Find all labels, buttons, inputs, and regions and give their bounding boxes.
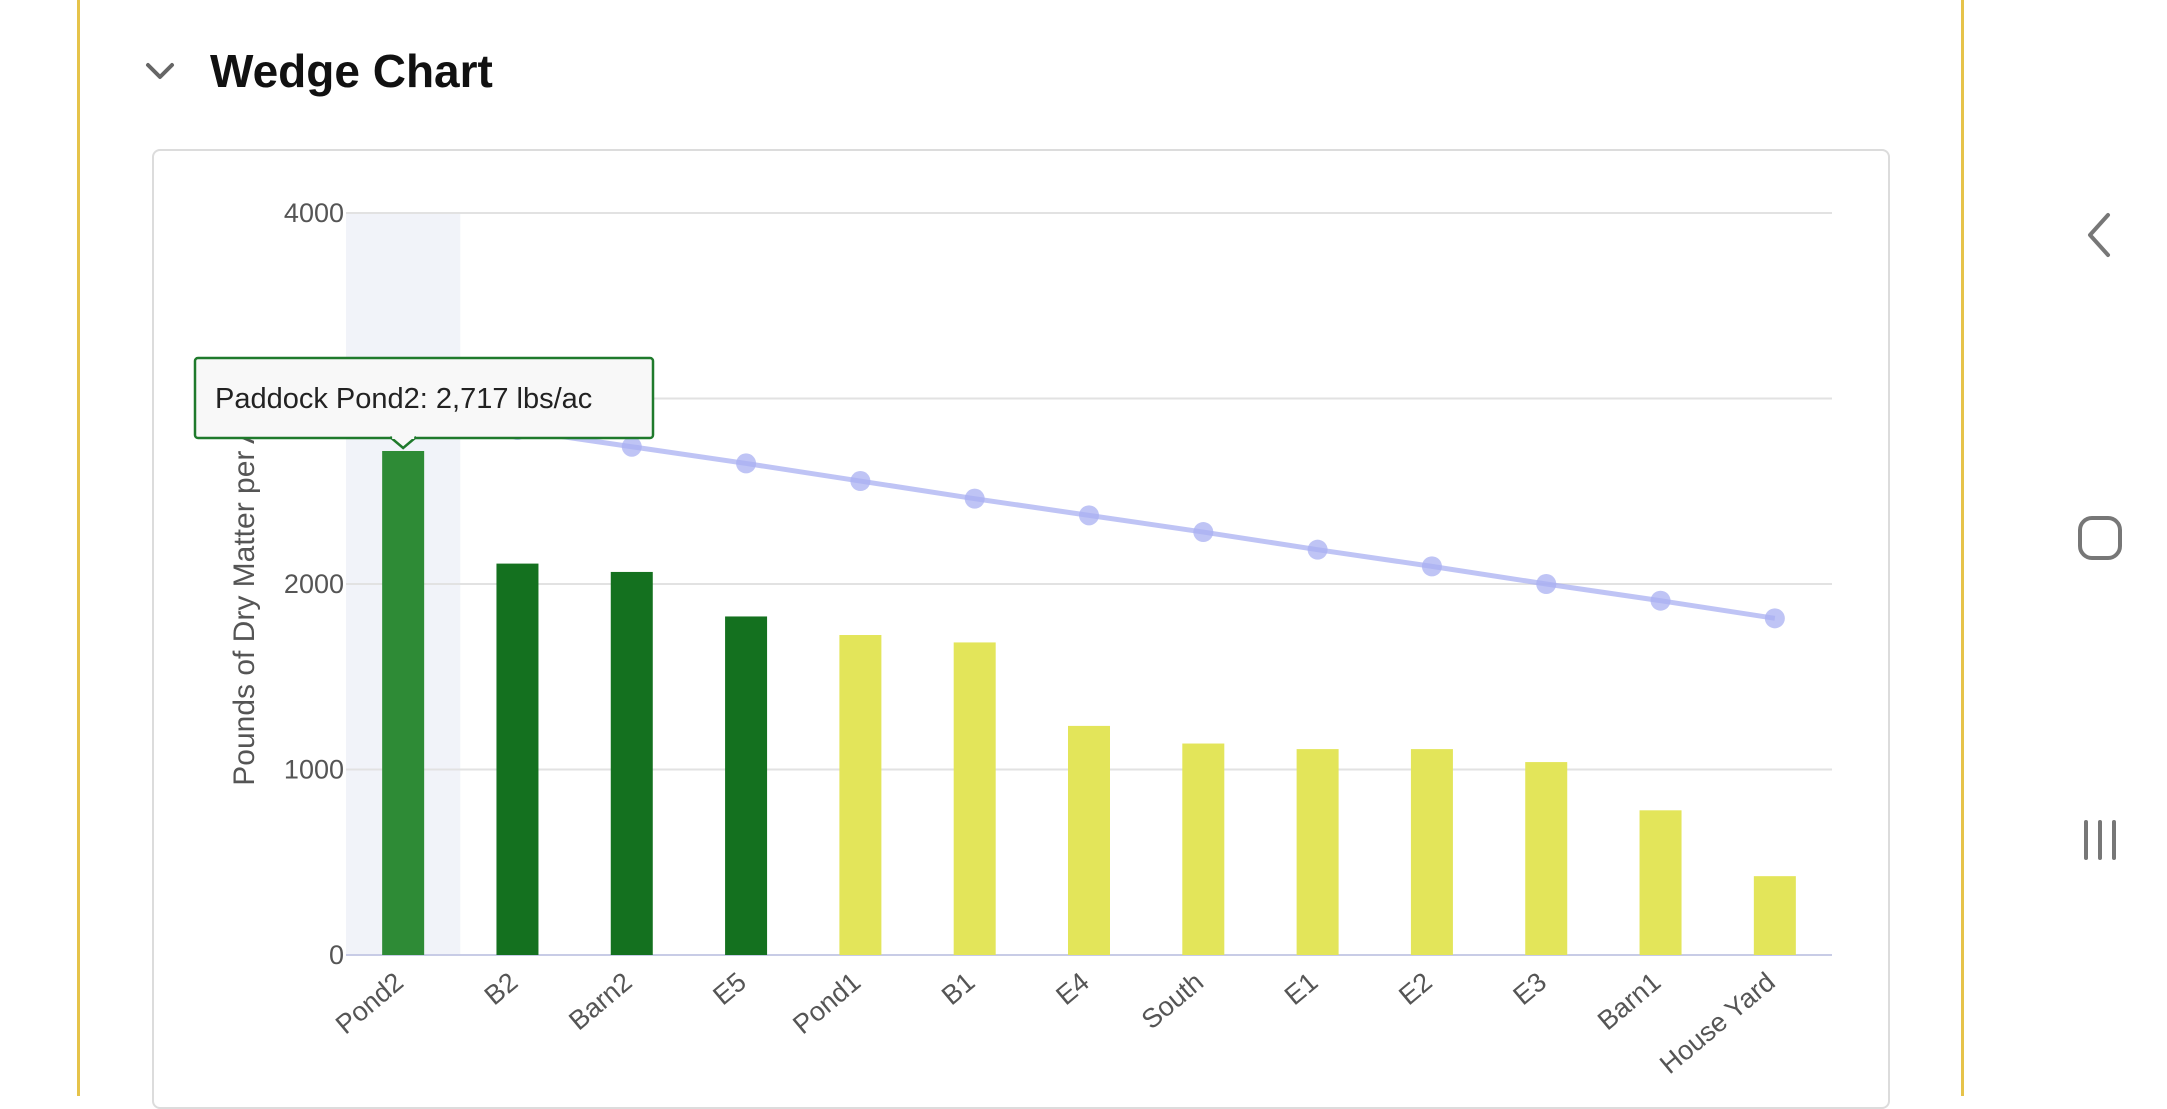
tooltip-text: Paddock Pond2: 2,717 lbs/ac [215,383,592,415]
trend-point [621,436,642,457]
bar [953,642,996,955]
trend-point [850,471,871,492]
y-axis-label: Pounds of Dry Matter per Acre [228,382,261,786]
trend-point [1079,505,1099,526]
x-tick-label: House Yard [1654,967,1781,1080]
bar [610,571,653,955]
trend-point [1307,539,1328,560]
y-tick-label: 4000 [284,198,344,228]
x-tick-label: E4 [1050,967,1095,1011]
bar [1068,725,1110,955]
chevron-down-icon[interactable] [140,51,180,91]
bar [1525,762,1568,955]
bar [496,563,539,955]
bar [1296,749,1339,955]
bar [1410,749,1453,955]
x-tick-label: E3 [1508,967,1553,1011]
trend-point [1421,556,1442,577]
tooltip-box [193,356,655,440]
x-tick-label: South [1136,967,1209,1035]
section-title: Wedge Chart [210,45,493,97]
x-tick-label: E2 [1393,967,1438,1011]
trend-point [736,453,757,474]
x-tick-label: E5 [707,967,752,1011]
section-header[interactable]: Wedge Chart [140,36,493,106]
trend-point [1193,522,1214,543]
bar [1639,810,1682,955]
y-tick-label: 2000 [284,569,344,599]
bar [382,450,425,955]
section-frame [77,0,1964,1096]
bar [1753,876,1796,955]
y-tick-label: 1000 [284,755,344,785]
bar [839,635,882,955]
trend-point [1650,590,1671,611]
x-tick-label: E1 [1279,967,1324,1011]
x-tick-label: Barn2 [563,967,637,1036]
x-tick-label: B1 [936,967,981,1011]
wedge-chart: 01000200030004000Pond2B2Barn2E5Pond1B1E4… [193,198,1832,1080]
bar [725,616,768,955]
recents-nav-icon[interactable] [2060,800,2140,880]
x-tick-label: Pond1 [787,967,866,1040]
trend-point [1536,574,1557,594]
tooltip-pointer [389,436,417,450]
x-tick-label: B2 [479,967,524,1011]
back-nav-icon[interactable] [2060,195,2140,275]
trend-point [964,488,985,509]
bar [1182,743,1225,955]
home-nav-icon[interactable] [2060,498,2140,578]
x-tick-label: Barn1 [1592,967,1666,1036]
y-tick-label: 0 [329,940,344,970]
trend-point [1764,608,1785,629]
x-tick-label: Pond2 [330,967,409,1040]
